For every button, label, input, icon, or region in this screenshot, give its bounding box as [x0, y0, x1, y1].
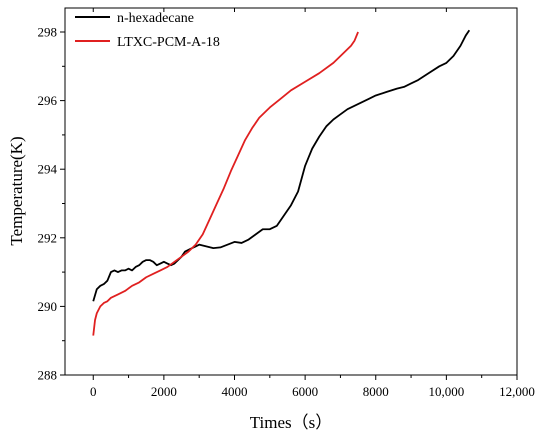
- y-tick-label: 292: [38, 230, 58, 245]
- y-tick-label: 294: [38, 162, 58, 177]
- y-tick-label: 288: [38, 368, 58, 383]
- x-axis-ticks: 0 2000 4000 6000 8000 10,000 12,000: [90, 8, 535, 399]
- y-tick-label: 298: [38, 25, 58, 40]
- series-line-n-hexadecane: [92, 29, 471, 302]
- x-tick-label: 6000: [292, 384, 318, 399]
- legend: n-hexadecane LTXC-PCM-A-18: [75, 11, 220, 50]
- series-layer: [92, 29, 471, 336]
- legend-label-n-hexadecane: n-hexadecane: [117, 11, 194, 26]
- y-tick-label: 296: [38, 93, 58, 108]
- x-tick-label: 0: [90, 384, 97, 399]
- y-tick-label: 290: [38, 299, 58, 314]
- y-axis-title: Temperature(K): [7, 136, 26, 245]
- plot-frame: [64, 7, 518, 376]
- series-line-ltxc-pcm-a-18: [92, 31, 359, 336]
- x-tick-label: 12,000: [499, 384, 535, 399]
- x-tick-label: 4000: [222, 384, 248, 399]
- x-tick-label: 10,000: [429, 384, 465, 399]
- legend-label-ltxc-pcm-a-18: LTXC-PCM-A-18: [117, 35, 220, 50]
- x-axis-title: Times（s）: [250, 413, 333, 432]
- x-tick-label: 8000: [363, 384, 389, 399]
- x-tick-label: 2000: [151, 384, 177, 399]
- y-axis-ticks: 288 290 292 294 296 298: [38, 25, 65, 383]
